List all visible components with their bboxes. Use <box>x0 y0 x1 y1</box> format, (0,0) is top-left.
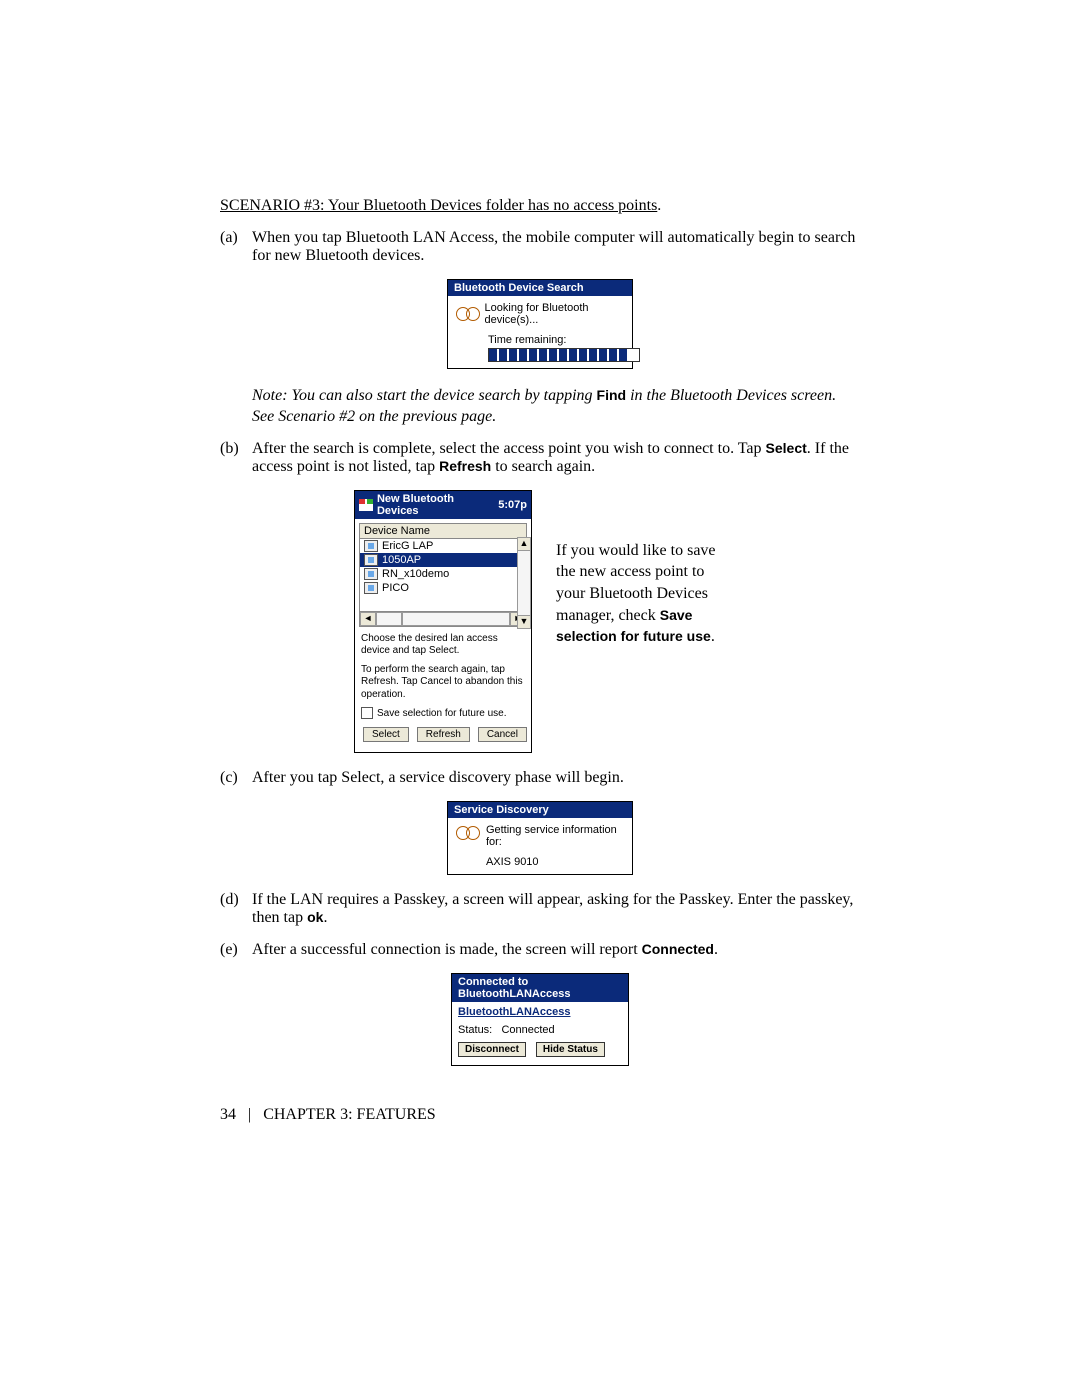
chapter-label: CHAPTER 3: FEATURES <box>263 1106 435 1123</box>
service-device: AXIS 9010 <box>486 856 624 868</box>
page-number: 34 <box>220 1106 236 1123</box>
save-checkbox-label: Save selection for future use. <box>377 708 507 719</box>
refresh-word: Refresh <box>439 458 491 474</box>
search-msg: Looking for Bluetooth device(s)... <box>485 302 624 326</box>
scroll-down-icon[interactable]: ▼ <box>517 615 531 629</box>
time-remaining-label: Time remaining: <box>488 334 624 346</box>
service-dialog: Service Discovery Getting service inform… <box>447 801 633 875</box>
page-footer: 34 | CHAPTER 3: FEATURES <box>220 1106 860 1124</box>
device-row-label: 1050AP <box>382 554 421 566</box>
text-b-c: to search again. <box>491 458 595 475</box>
scenario-heading: SCENARIO #3: Your Bluetooth Devices fold… <box>220 195 860 217</box>
service-dialog-title: Service Discovery <box>448 802 632 818</box>
search-dialog-body: Looking for Bluetooth device(s)... Time … <box>448 296 632 368</box>
connected-dialog: Connected to BluetoothLANAccess Bluetoot… <box>451 973 629 1066</box>
list-item-b: (b) After the search is complete, select… <box>220 440 860 476</box>
note-prefix: Note: You can also start the device sear… <box>252 387 597 404</box>
devices-dialog-body: Device Name EricG LAP 1050AP RN_x10demo PIC… <box>355 519 531 753</box>
disconnect-button[interactable]: Disconnect <box>458 1042 526 1057</box>
text-a: When you tap Bluetooth LAN Access, the m… <box>252 229 860 265</box>
service-dialog-wrap: Service Discovery Getting service inform… <box>220 801 860 875</box>
select-button[interactable]: Select <box>363 727 409 742</box>
list-item-e: (e) After a successful connection is mad… <box>220 941 860 959</box>
devices-instr2: To perform the search again, tap Refresh… <box>361 664 525 702</box>
searching-icon <box>456 307 479 321</box>
note-find-word: Find <box>597 387 627 403</box>
service-dialog-body: Getting service information for: AXIS 90… <box>448 818 632 874</box>
search-dialog: Bluetooth Device Search Looking for Blue… <box>447 279 633 369</box>
device-row-label: RN_x10demo <box>382 568 449 580</box>
device-row-label: PICO <box>382 582 409 594</box>
device-icon <box>364 568 378 580</box>
scroll-up-icon[interactable]: ▲ <box>517 537 531 551</box>
ok-word: ok <box>307 909 323 925</box>
marker-c: (c) <box>220 769 252 787</box>
list-item-d: (d) If the LAN requires a Passkey, a scr… <box>220 891 860 927</box>
devices-instr1: Choose the desired lan access device and… <box>361 633 525 658</box>
status-value: Connected <box>501 1024 554 1036</box>
connection-name-link[interactable]: BluetoothLANAccess <box>458 1006 622 1018</box>
devices-dialog: New Bluetooth Devices 5:07p Device Name … <box>354 490 532 754</box>
scenario-heading-text: SCENARIO #3: Your Bluetooth Devices fold… <box>220 197 657 214</box>
device-list: Device Name EricG LAP 1050AP RN_x10demo PIC… <box>359 523 527 627</box>
device-rows: EricG LAP 1050AP RN_x10demo PICO <box>360 539 526 611</box>
searching-icon <box>456 826 480 840</box>
marker-a: (a) <box>220 229 252 265</box>
status-label: Status: <box>458 1024 492 1036</box>
connected-dialog-title: Connected to BluetoothLANAccess <box>452 974 628 1002</box>
service-msg: Getting service information for: <box>486 824 624 848</box>
document-page: SCENARIO #3: Your Bluetooth Devices fold… <box>0 0 1080 1204</box>
device-icon <box>364 554 378 566</box>
select-word: Select <box>766 440 807 456</box>
hide-status-button[interactable]: Hide Status <box>536 1042 605 1057</box>
status-row: Status: Connected <box>458 1024 622 1036</box>
scroll-left-icon[interactable]: ◄ <box>360 612 376 626</box>
device-row[interactable]: PICO <box>360 581 526 595</box>
marker-e: (e) <box>220 941 252 959</box>
save-note-end: . <box>711 628 715 645</box>
list-item-a: (a) When you tap Bluetooth LAN Access, t… <box>220 229 860 265</box>
text-e-a: After a successful connection is made, t… <box>252 941 642 958</box>
note-a: Note: You can also start the device sear… <box>252 385 860 428</box>
devices-buttons: Select Refresh Cancel <box>359 723 527 748</box>
text-d-b: . <box>323 909 327 926</box>
device-list-header: Device Name <box>360 524 526 539</box>
connected-dialog-body: BluetoothLANAccess Status: Connected Dis… <box>452 1002 628 1065</box>
device-row[interactable]: EricG LAP <box>360 539 526 553</box>
search-dialog-title: Bluetooth Device Search <box>448 280 632 296</box>
devices-dialog-titlebar: New Bluetooth Devices 5:07p <box>355 491 531 519</box>
connected-dialog-wrap: Connected to BluetoothLANAccess Bluetoot… <box>220 973 860 1066</box>
devices-dialog-title: New Bluetooth Devices <box>377 493 498 517</box>
save-note: If you would like to save the new access… <box>556 490 726 648</box>
devices-dialog-time: 5:07p <box>498 499 527 511</box>
text-e: After a successful connection is made, t… <box>252 941 860 959</box>
text-b: After the search is complete, select the… <box>252 440 860 476</box>
text-c: After you tap Select, a service discover… <box>252 769 860 787</box>
text-b-a: After the search is complete, select the… <box>252 440 766 457</box>
h-scrollbar[interactable]: ◄ ► <box>360 611 526 626</box>
windows-icon <box>359 499 373 511</box>
devices-dialog-row: New Bluetooth Devices 5:07p Device Name … <box>220 490 860 754</box>
v-scrollbar[interactable]: ▲ ▼ <box>517 537 531 629</box>
device-icon <box>364 540 378 552</box>
text-e-b: . <box>714 941 718 958</box>
marker-b: (b) <box>220 440 252 476</box>
marker-d: (d) <box>220 891 252 927</box>
refresh-button[interactable]: Refresh <box>417 727 470 742</box>
device-row[interactable]: RN_x10demo <box>360 567 526 581</box>
device-row-label: EricG LAP <box>382 540 433 552</box>
cancel-button[interactable]: Cancel <box>478 727 527 742</box>
device-row[interactable]: 1050AP <box>360 553 526 567</box>
device-icon <box>364 582 378 594</box>
connected-word: Connected <box>642 941 714 957</box>
search-dialog-wrap: Bluetooth Device Search Looking for Blue… <box>220 279 860 369</box>
progress-bar <box>488 348 640 362</box>
list-item-c: (c) After you tap Select, a service disc… <box>220 769 860 787</box>
checkbox-icon[interactable] <box>361 707 373 719</box>
text-d: If the LAN requires a Passkey, a screen … <box>252 891 860 927</box>
text-d-a: If the LAN requires a Passkey, a screen … <box>252 891 853 926</box>
save-checkbox-row[interactable]: Save selection for future use. <box>361 707 525 719</box>
connected-buttons: Disconnect Hide Status <box>458 1042 622 1057</box>
